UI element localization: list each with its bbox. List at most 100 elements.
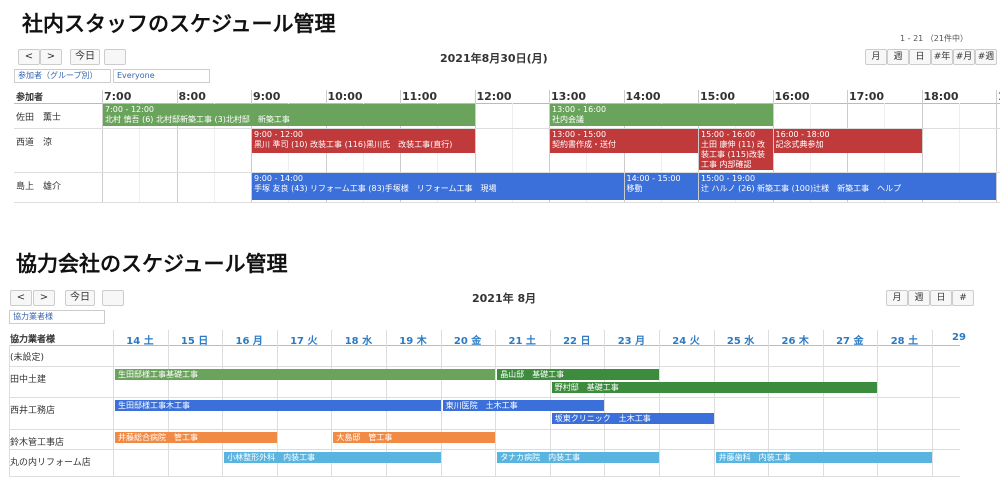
partner-event[interactable]: タナカ病院 内装工事 (497, 452, 659, 463)
event-time: 7:00 - 12:00 (105, 105, 154, 114)
partner-event[interactable]: 生田邸様工事木工事 (115, 400, 441, 411)
event-title: 契約書作成・送付 (552, 140, 616, 149)
partner-name: 鈴木管工事店 (10, 438, 65, 448)
view-button[interactable]: #年 (931, 49, 953, 65)
partner-name: 西井工務店 (10, 406, 56, 416)
partner-event[interactable]: 小林整形外科 内装工事 (224, 452, 441, 463)
day-line (877, 330, 879, 477)
staff-event[interactable]: 9:00 - 14:00 手塚 友良 (43) リフォーム工事 (83)手塚様 リ… (252, 173, 624, 200)
day-label: 26 木 (781, 336, 809, 347)
event-time: 9:00 - 12:00 (254, 130, 303, 139)
event-title: 手塚 友良 (43) リフォーム工事 (83)手塚様 リフォーム工事 現場 (254, 184, 497, 193)
view-button[interactable]: #月 (953, 49, 975, 65)
event-time: 15:00 - 19:00 (701, 174, 756, 183)
event-title: 土田 康伸 (11) 改装工事 (115)改装工事 内部確認 (701, 140, 766, 169)
event-time: 15:00 - 16:00 (701, 130, 756, 139)
row-line (9, 449, 960, 450)
hour-line (474, 90, 476, 202)
staff-event[interactable]: 16:00 - 18:00 記念式典参加 (773, 129, 922, 153)
day-label: 24 火 (672, 336, 700, 347)
view-button[interactable]: 月 (865, 49, 887, 65)
day-label: 29 (952, 332, 966, 343)
partner-event[interactable]: 井藤総合病院 管工事 (115, 432, 277, 443)
event-time: 13:00 - 15:00 (552, 130, 607, 139)
hour-label: 7:00 (104, 90, 132, 103)
view-button[interactable]: 月 (886, 290, 908, 306)
day-label: 28 土 (890, 336, 919, 347)
day-label: 18 水 (344, 336, 373, 347)
hour-label: 9:00 (253, 90, 281, 103)
header-row-line (14, 103, 1000, 104)
prev-button[interactable]: < (10, 290, 32, 306)
today-button[interactable]: 今日 (65, 290, 95, 306)
hour-label: 16:00 (774, 90, 810, 103)
view-button[interactable]: 日 (909, 49, 931, 65)
row-line (14, 172, 1000, 173)
day-label: 19 木 (399, 336, 427, 347)
day-line (440, 330, 442, 477)
event-time: 13:00 - 16:00 (552, 105, 607, 114)
half-hour-line (958, 103, 960, 202)
day-line (604, 330, 606, 477)
day-label: 17 火 (290, 336, 318, 347)
view-button[interactable]: 日 (930, 290, 952, 306)
next-button[interactable]: > (33, 290, 55, 306)
page-title: 協力会社のスケジュール管理 (16, 252, 288, 276)
partner-event[interactable]: 晶山邸 基礎工事 (497, 369, 659, 380)
partner-name: (未設定) (10, 353, 45, 363)
row-line (9, 397, 960, 398)
hour-line (772, 90, 774, 202)
row-line (9, 429, 960, 430)
staff-event[interactable]: 15:00 - 19:00 辻 ハルノ (26) 新築工事 (100)辻様 新築工… (699, 173, 996, 200)
hour-label: 13:00 (551, 90, 587, 103)
event-time: 16:00 - 18:00 (775, 130, 830, 139)
view-button[interactable]: 週 (908, 290, 930, 306)
row-line (14, 202, 1000, 203)
staff-name: 佐田 薫士 (16, 113, 62, 123)
event-title: 北村 慎吾 (6) 北村邸新築工事 (3)北村邸 新築工事 (105, 115, 290, 124)
partner-event[interactable]: 坂東クリニック 土木工事 (551, 413, 714, 424)
staff-event[interactable]: 13:00 - 15:00 契約書作成・送付 (550, 129, 698, 153)
month-label: 2021年 8月 (472, 292, 537, 305)
view-button[interactable]: 週 (887, 49, 909, 65)
day-label: 16 月 (235, 336, 263, 347)
partner-header: 協力業者様 (10, 335, 56, 345)
staff-event[interactable]: 13:00 - 16:00 社内会議 (550, 104, 773, 126)
prev-button[interactable]: < (18, 49, 40, 65)
day-label: 23 月 (617, 336, 646, 347)
hour-label: 12:00 (476, 90, 512, 103)
day-label: 27 金 (836, 336, 864, 347)
hour-label: 17:00 (849, 90, 885, 103)
calendar-button[interactable] (104, 49, 126, 65)
today-button[interactable]: 今日 (70, 49, 100, 65)
hour-line (102, 90, 103, 202)
member-filter[interactable]: Everyone (113, 69, 210, 83)
partner-event[interactable]: 東川医院 土木工事 (442, 400, 605, 411)
next-button[interactable]: > (40, 49, 62, 65)
hour-line (549, 90, 550, 202)
hour-label: 11:00 (402, 90, 438, 103)
staff-event[interactable]: 9:00 - 12:00 黒川 準司 (10) 改装工事 (116)黒川氏 改装工… (252, 129, 475, 153)
view-button[interactable]: #週 (975, 49, 997, 65)
partner-event[interactable]: 野村邸 基礎工事 (551, 382, 878, 393)
event-time: 9:00 - 14:00 (254, 174, 303, 183)
event-title: 社内会議 (552, 115, 584, 124)
header-row-line (9, 345, 960, 346)
day-line (822, 330, 824, 477)
day-line (659, 330, 660, 477)
event-time: 14:00 - 15:00 (626, 174, 681, 183)
day-label: 25 水 (726, 336, 755, 347)
hour-label: 19:00 (998, 90, 1000, 103)
partner-event[interactable]: 井藤歯科 内装工事 (715, 452, 932, 463)
partner-event[interactable]: 大島邸 管工事 (333, 432, 496, 443)
staff-event[interactable]: 7:00 - 12:00 北村 慎吾 (6) 北村邸新築工事 (3)北村邸 新築工… (103, 104, 475, 126)
group-filter[interactable]: 参加者（グループ別） (14, 69, 111, 83)
view-button[interactable]: # (952, 290, 974, 306)
partner-filter[interactable]: 協力業者様 (9, 310, 105, 324)
staff-event[interactable]: 15:00 - 16:00 土田 康伸 (11) 改装工事 (115)改装工事 内… (699, 129, 773, 170)
hour-label: 14:00 (625, 90, 661, 103)
calendar-button[interactable] (102, 290, 124, 306)
partner-event[interactable]: 生田邸様工事基礎工事 (115, 369, 496, 380)
staff-event[interactable]: 14:00 - 15:00 移動 (624, 173, 698, 200)
